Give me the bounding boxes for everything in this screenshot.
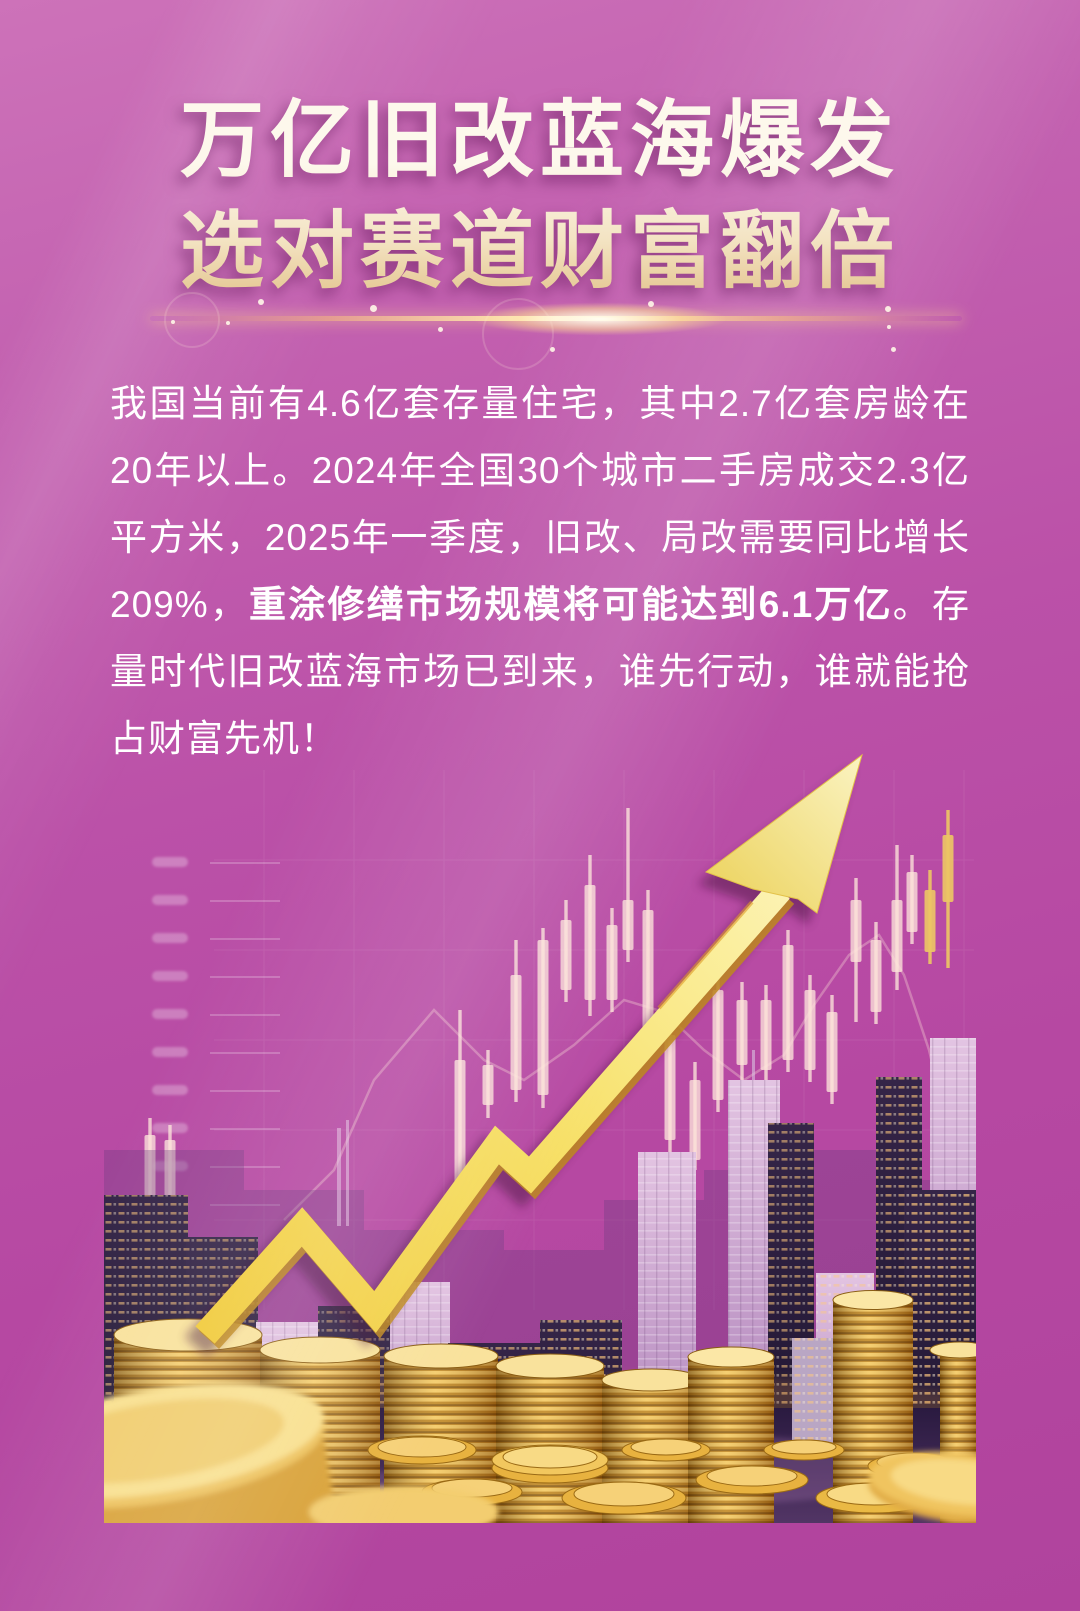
sparkle-dot: [438, 327, 443, 332]
poster-title: 万亿旧改蓝海爆发 选对赛道财富翻倍: [0, 85, 1080, 307]
paragraph-text-lead: 我国当前有4.6亿套存量住宅，其中2.7亿套房龄在20年以上。2024年全国30…: [110, 383, 970, 625]
sparkle-dot: [226, 321, 230, 325]
sparkle-dot: [891, 347, 896, 352]
title-line-2: 选对赛道财富翻倍: [179, 204, 900, 298]
sparkle-dot: [171, 320, 175, 324]
paragraph-highlight: 重涂修缮市场规模将可能达到6.1万亿: [249, 584, 893, 625]
market-illustration: [104, 750, 976, 1523]
paragraph-text-tail: 。存量时代旧改蓝海市场已到来，谁先行动，谁就能抢占财富先机！: [110, 584, 971, 759]
chart-axis: [152, 857, 280, 1209]
flare-streak: [150, 316, 962, 321]
title-line-1: 万亿旧改蓝海爆发: [179, 93, 900, 187]
golden-arrow: [184, 753, 863, 1358]
flare-ring: [482, 298, 554, 370]
sparkle-dot: [887, 325, 891, 329]
scattered-coins: [367, 1435, 961, 1515]
sparkle-dot: [550, 347, 555, 352]
foreground-coins: [104, 1383, 976, 1523]
body-paragraph: 我国当前有4.6亿套存量住宅，其中2.7亿套房龄在20年以上。2024年全国30…: [110, 370, 970, 772]
trend-line: [283, 933, 976, 1221]
market-illustration-canvas: [104, 753, 976, 1523]
